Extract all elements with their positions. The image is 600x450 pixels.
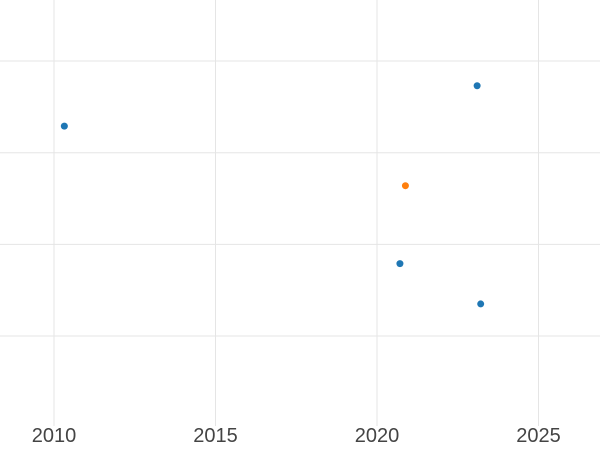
plot-area xyxy=(0,0,600,426)
x-tick-label: 2025 xyxy=(516,425,561,447)
x-axis: 2010 2015 2020 2025 xyxy=(0,426,600,450)
blue-data-point xyxy=(477,300,485,308)
blue-data-point xyxy=(60,122,68,130)
x-tick-label: 2015 xyxy=(193,425,238,447)
x-tick-label: 2020 xyxy=(354,425,400,447)
orange-data-point xyxy=(401,182,409,190)
blue-data-point xyxy=(473,82,481,90)
x-tick-label: 2010 xyxy=(31,425,77,447)
blue-data-point xyxy=(396,260,404,268)
